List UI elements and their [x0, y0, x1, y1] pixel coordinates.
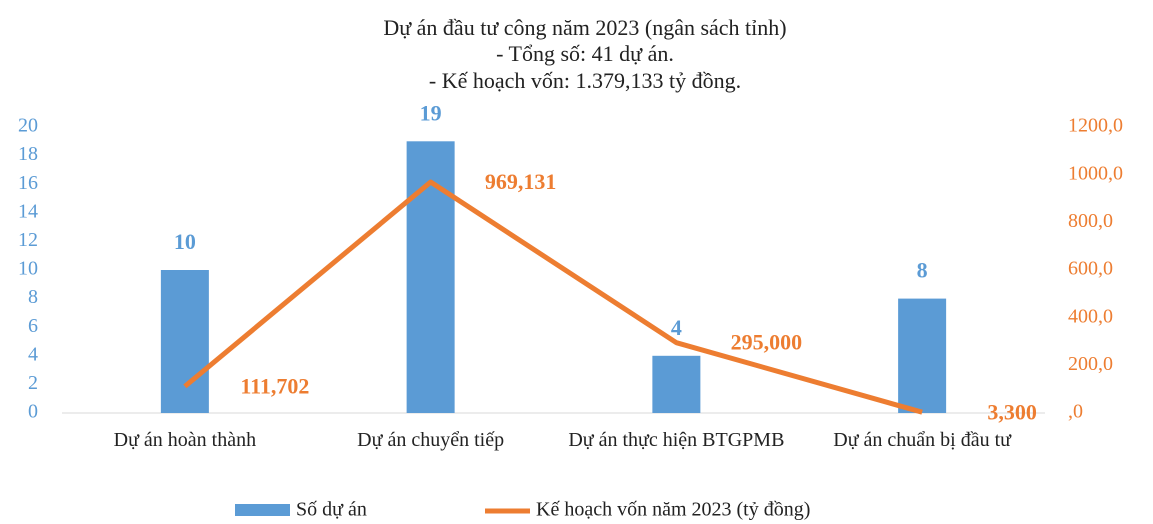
legend-label: Số dự án — [296, 499, 367, 521]
x-tick-label: Dự án chuyển tiếp — [357, 429, 505, 451]
line-value-label: 3,300 — [987, 399, 1037, 424]
y-tick-label: 0 — [28, 401, 38, 423]
chart-subtitle: - Kế hoạch vốn: 1.379,133 tỷ đồng. — [429, 68, 741, 93]
bar-value-label: 4 — [671, 315, 682, 340]
line-value-label: 295,000 — [731, 330, 803, 355]
legend-label: Kế hoạch vốn năm 2023 (tỷ đồng) — [536, 499, 810, 521]
y-tick-label: 4 — [28, 343, 38, 365]
x-tick-label: Dự án chuẩn bị đầu tư — [833, 429, 1011, 451]
y2-tick-label: 200,0 — [1068, 353, 1113, 375]
bar-value-label: 8 — [917, 258, 928, 283]
y2-tick-label: 400,0 — [1068, 305, 1113, 327]
bar — [652, 355, 701, 413]
x-tick-label: Dự án thực hiện BTGPMB — [568, 429, 785, 451]
y-tick-label: 10 — [18, 258, 38, 280]
y2-tick-label: 800,0 — [1068, 210, 1113, 232]
x-tick-label: Dự án hoàn thành — [113, 429, 257, 451]
chart-subtitle: - Tổng số: 41 dự án. — [496, 41, 674, 66]
y-tick-label: 8 — [28, 286, 38, 308]
bar — [898, 298, 947, 413]
bar-value-label: 10 — [174, 229, 196, 254]
y-tick-label: 14 — [18, 200, 38, 222]
y2-tick-label: 1000,0 — [1068, 162, 1123, 184]
line-value-label: 969,131 — [485, 169, 557, 194]
y-tick-label: 16 — [18, 172, 38, 194]
bar — [160, 270, 209, 413]
chart-title: Dự án đầu tư công năm 2023 (ngân sách tỉ… — [383, 15, 786, 40]
y-tick-label: 6 — [28, 315, 38, 337]
y2-tick-label: 600,0 — [1068, 258, 1113, 280]
line-value-label: 111,702 — [240, 373, 309, 398]
legend-swatch — [235, 504, 290, 516]
y2-tick-label: ,0 — [1068, 401, 1083, 423]
bar-value-label: 19 — [420, 100, 442, 125]
y2-tick-label: 1200,0 — [1068, 115, 1123, 137]
y-tick-label: 20 — [18, 115, 38, 137]
bar — [406, 141, 455, 414]
y-tick-label: 2 — [28, 372, 38, 394]
y-tick-label: 18 — [18, 143, 38, 165]
line-series — [183, 179, 923, 415]
y-tick-label: 12 — [18, 229, 38, 251]
